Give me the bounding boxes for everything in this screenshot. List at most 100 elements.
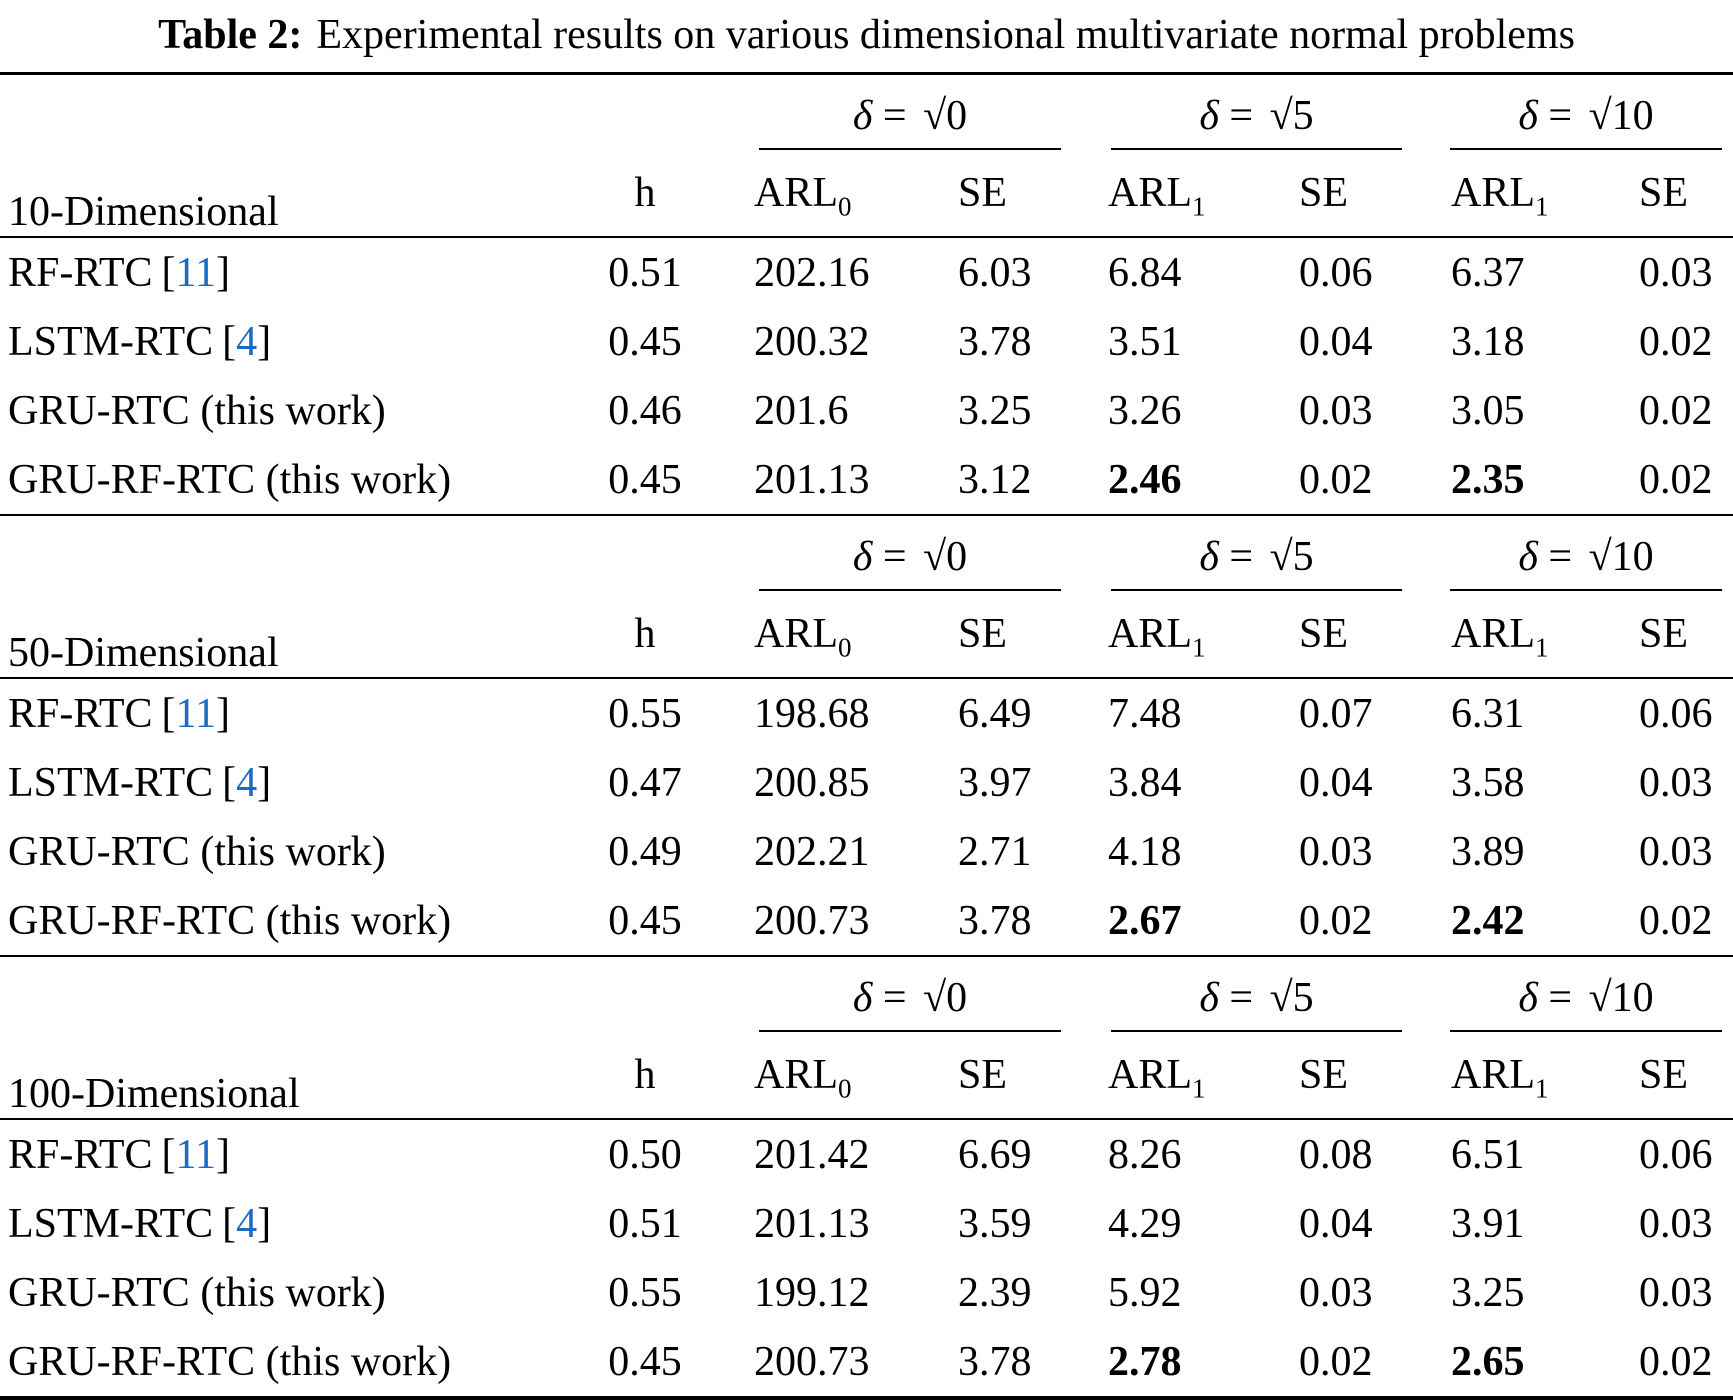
column-header-arl0: ARL0	[700, 150, 950, 238]
delta-symbol: δ	[1199, 534, 1219, 580]
table-row: LSTM-RTC [4] 0.47 200.85 3.97 3.84 0.04 3…	[0, 748, 1733, 817]
group-header-delta-10: δ = √10	[1445, 515, 1733, 591]
arl1-value: 3.58	[1451, 759, 1525, 806]
delta-symbol: δ	[1518, 975, 1538, 1021]
h-value: 0.45	[608, 1338, 682, 1385]
arl1-value: 3.25	[1451, 1269, 1525, 1316]
section-100-dimensional: 100-Dimensional δ = √0 δ = √5 δ = √10 h …	[0, 956, 1733, 1398]
arl1-value: 4.18	[1108, 828, 1182, 875]
radicand: 0	[946, 534, 968, 580]
sqrt-symbol: √	[1588, 534, 1612, 580]
se-value: 0.06	[1639, 1131, 1713, 1178]
radicand: 5	[1292, 975, 1314, 1021]
radicand: 0	[946, 93, 968, 139]
radicand: 10	[1611, 93, 1654, 139]
column-header-arl1: ARL1	[1100, 591, 1290, 679]
arl1-value-best: 2.46	[1108, 456, 1182, 503]
arl1-value: 3.05	[1451, 387, 1525, 434]
arl1-value: 3.89	[1451, 828, 1525, 875]
sqrt-symbol: √	[1269, 975, 1293, 1021]
citation-link[interactable]: 11	[175, 249, 216, 296]
method-label: GRU-RTC (this work)	[8, 387, 386, 434]
citation-link[interactable]: 4	[236, 759, 258, 806]
group-header-delta-5: δ = √5	[1100, 956, 1445, 1032]
table-row: RF-RTC [11] 0.55 198.68 6.49 7.48 0.07 6.…	[0, 678, 1733, 748]
table-row: LSTM-RTC [4] 0.45 200.32 3.78 3.51 0.04 3…	[0, 307, 1733, 376]
se-value: 0.03	[1299, 828, 1373, 875]
arl1-value: 7.48	[1108, 690, 1182, 737]
se-value: 3.97	[958, 759, 1032, 806]
arl0-value: 200.32	[754, 318, 870, 365]
radicand: 0	[946, 975, 968, 1021]
arl1-value-best: 2.67	[1108, 897, 1182, 944]
arl0-value: 201.13	[754, 1200, 870, 1247]
radicand: 5	[1292, 93, 1314, 139]
se-value: 0.07	[1299, 690, 1373, 737]
method-label: RF-RTC [11]	[8, 1131, 230, 1178]
column-header-se: SE	[1290, 1032, 1445, 1120]
arl1-value: 6.51	[1451, 1131, 1525, 1178]
arl0-value: 202.16	[754, 249, 870, 296]
table-row: GRU-RTC (this work) 0.55 199.12 2.39 5.9…	[0, 1258, 1733, 1327]
se-value: 0.03	[1299, 387, 1373, 434]
table-row: LSTM-RTC [4] 0.51 201.13 3.59 4.29 0.04 3…	[0, 1189, 1733, 1258]
h-value: 0.51	[608, 1200, 682, 1247]
column-header-h: h	[590, 591, 700, 679]
citation-link[interactable]: 11	[175, 690, 216, 737]
citation: [11]	[161, 1131, 230, 1178]
se-value: 0.02	[1639, 897, 1713, 944]
arl1-value: 3.18	[1451, 318, 1525, 365]
h-value: 0.49	[608, 828, 682, 875]
arl1-value: 6.31	[1451, 690, 1525, 737]
group-header-delta-0: δ = √0	[700, 515, 1100, 591]
method-label: LSTM-RTC [4]	[8, 1200, 272, 1247]
arl0-value: 200.85	[754, 759, 870, 806]
se-value: 0.03	[1639, 1200, 1713, 1247]
arl0-value: 201.42	[754, 1131, 870, 1178]
arl0-value: 199.12	[754, 1269, 870, 1316]
results-table: 10-Dimensional δ = √0 δ = √5 δ = √10 h A…	[0, 72, 1733, 1400]
arl1-value-best: 2.35	[1451, 456, 1525, 503]
method-label: GRU-RTC (this work)	[8, 1269, 386, 1316]
h-value: 0.45	[608, 456, 682, 503]
sqrt-symbol: √	[1588, 93, 1612, 139]
arl1-value-best: 2.65	[1451, 1338, 1525, 1385]
column-header-se: SE	[950, 150, 1100, 238]
se-value: 0.03	[1299, 1269, 1373, 1316]
sqrt-symbol: √	[923, 93, 947, 139]
se-value: 3.59	[958, 1200, 1032, 1247]
h-value: 0.45	[608, 897, 682, 944]
table-row: GRU-RF-RTC (this work) 0.45 200.73 3.78 …	[0, 886, 1733, 956]
method-label: LSTM-RTC [4]	[8, 318, 272, 365]
citation-link[interactable]: 4	[236, 1200, 258, 1247]
sqrt-symbol: √	[1269, 93, 1293, 139]
se-value: 0.04	[1299, 1200, 1373, 1247]
citation-link[interactable]: 11	[175, 1131, 216, 1178]
column-header-arl1: ARL1	[1445, 150, 1630, 238]
h-value: 0.50	[608, 1131, 682, 1178]
method-label: RF-RTC [11]	[8, 690, 230, 737]
se-value: 0.02	[1639, 456, 1713, 503]
column-header-h: h	[590, 150, 700, 238]
method-label: GRU-RF-RTC (this work)	[8, 456, 452, 503]
column-header-se: SE	[1290, 150, 1445, 238]
section-label: 50-Dimensional	[0, 515, 590, 679]
table-row: GRU-RTC (this work) 0.49 202.21 2.71 4.1…	[0, 817, 1733, 886]
radicand: 10	[1611, 534, 1654, 580]
citation-link[interactable]: 4	[236, 318, 258, 365]
se-value: 3.25	[958, 387, 1032, 434]
se-value: 0.03	[1639, 249, 1713, 296]
delta-symbol: δ	[852, 534, 873, 580]
h-value: 0.55	[608, 690, 682, 737]
h-value: 0.45	[608, 318, 682, 365]
se-value: 0.02	[1299, 456, 1373, 503]
group-header-delta-10: δ = √10	[1445, 956, 1733, 1032]
radicand: 10	[1611, 975, 1654, 1021]
se-value: 6.69	[958, 1131, 1032, 1178]
arl0-value: 202.21	[754, 828, 870, 875]
method-label: LSTM-RTC [4]	[8, 759, 272, 806]
method-label: GRU-RTC (this work)	[8, 828, 386, 875]
radicand: 5	[1292, 534, 1314, 580]
table-row: GRU-RTC (this work) 0.46 201.6 3.25 3.26…	[0, 376, 1733, 445]
arl1-value-best: 2.42	[1451, 897, 1525, 944]
